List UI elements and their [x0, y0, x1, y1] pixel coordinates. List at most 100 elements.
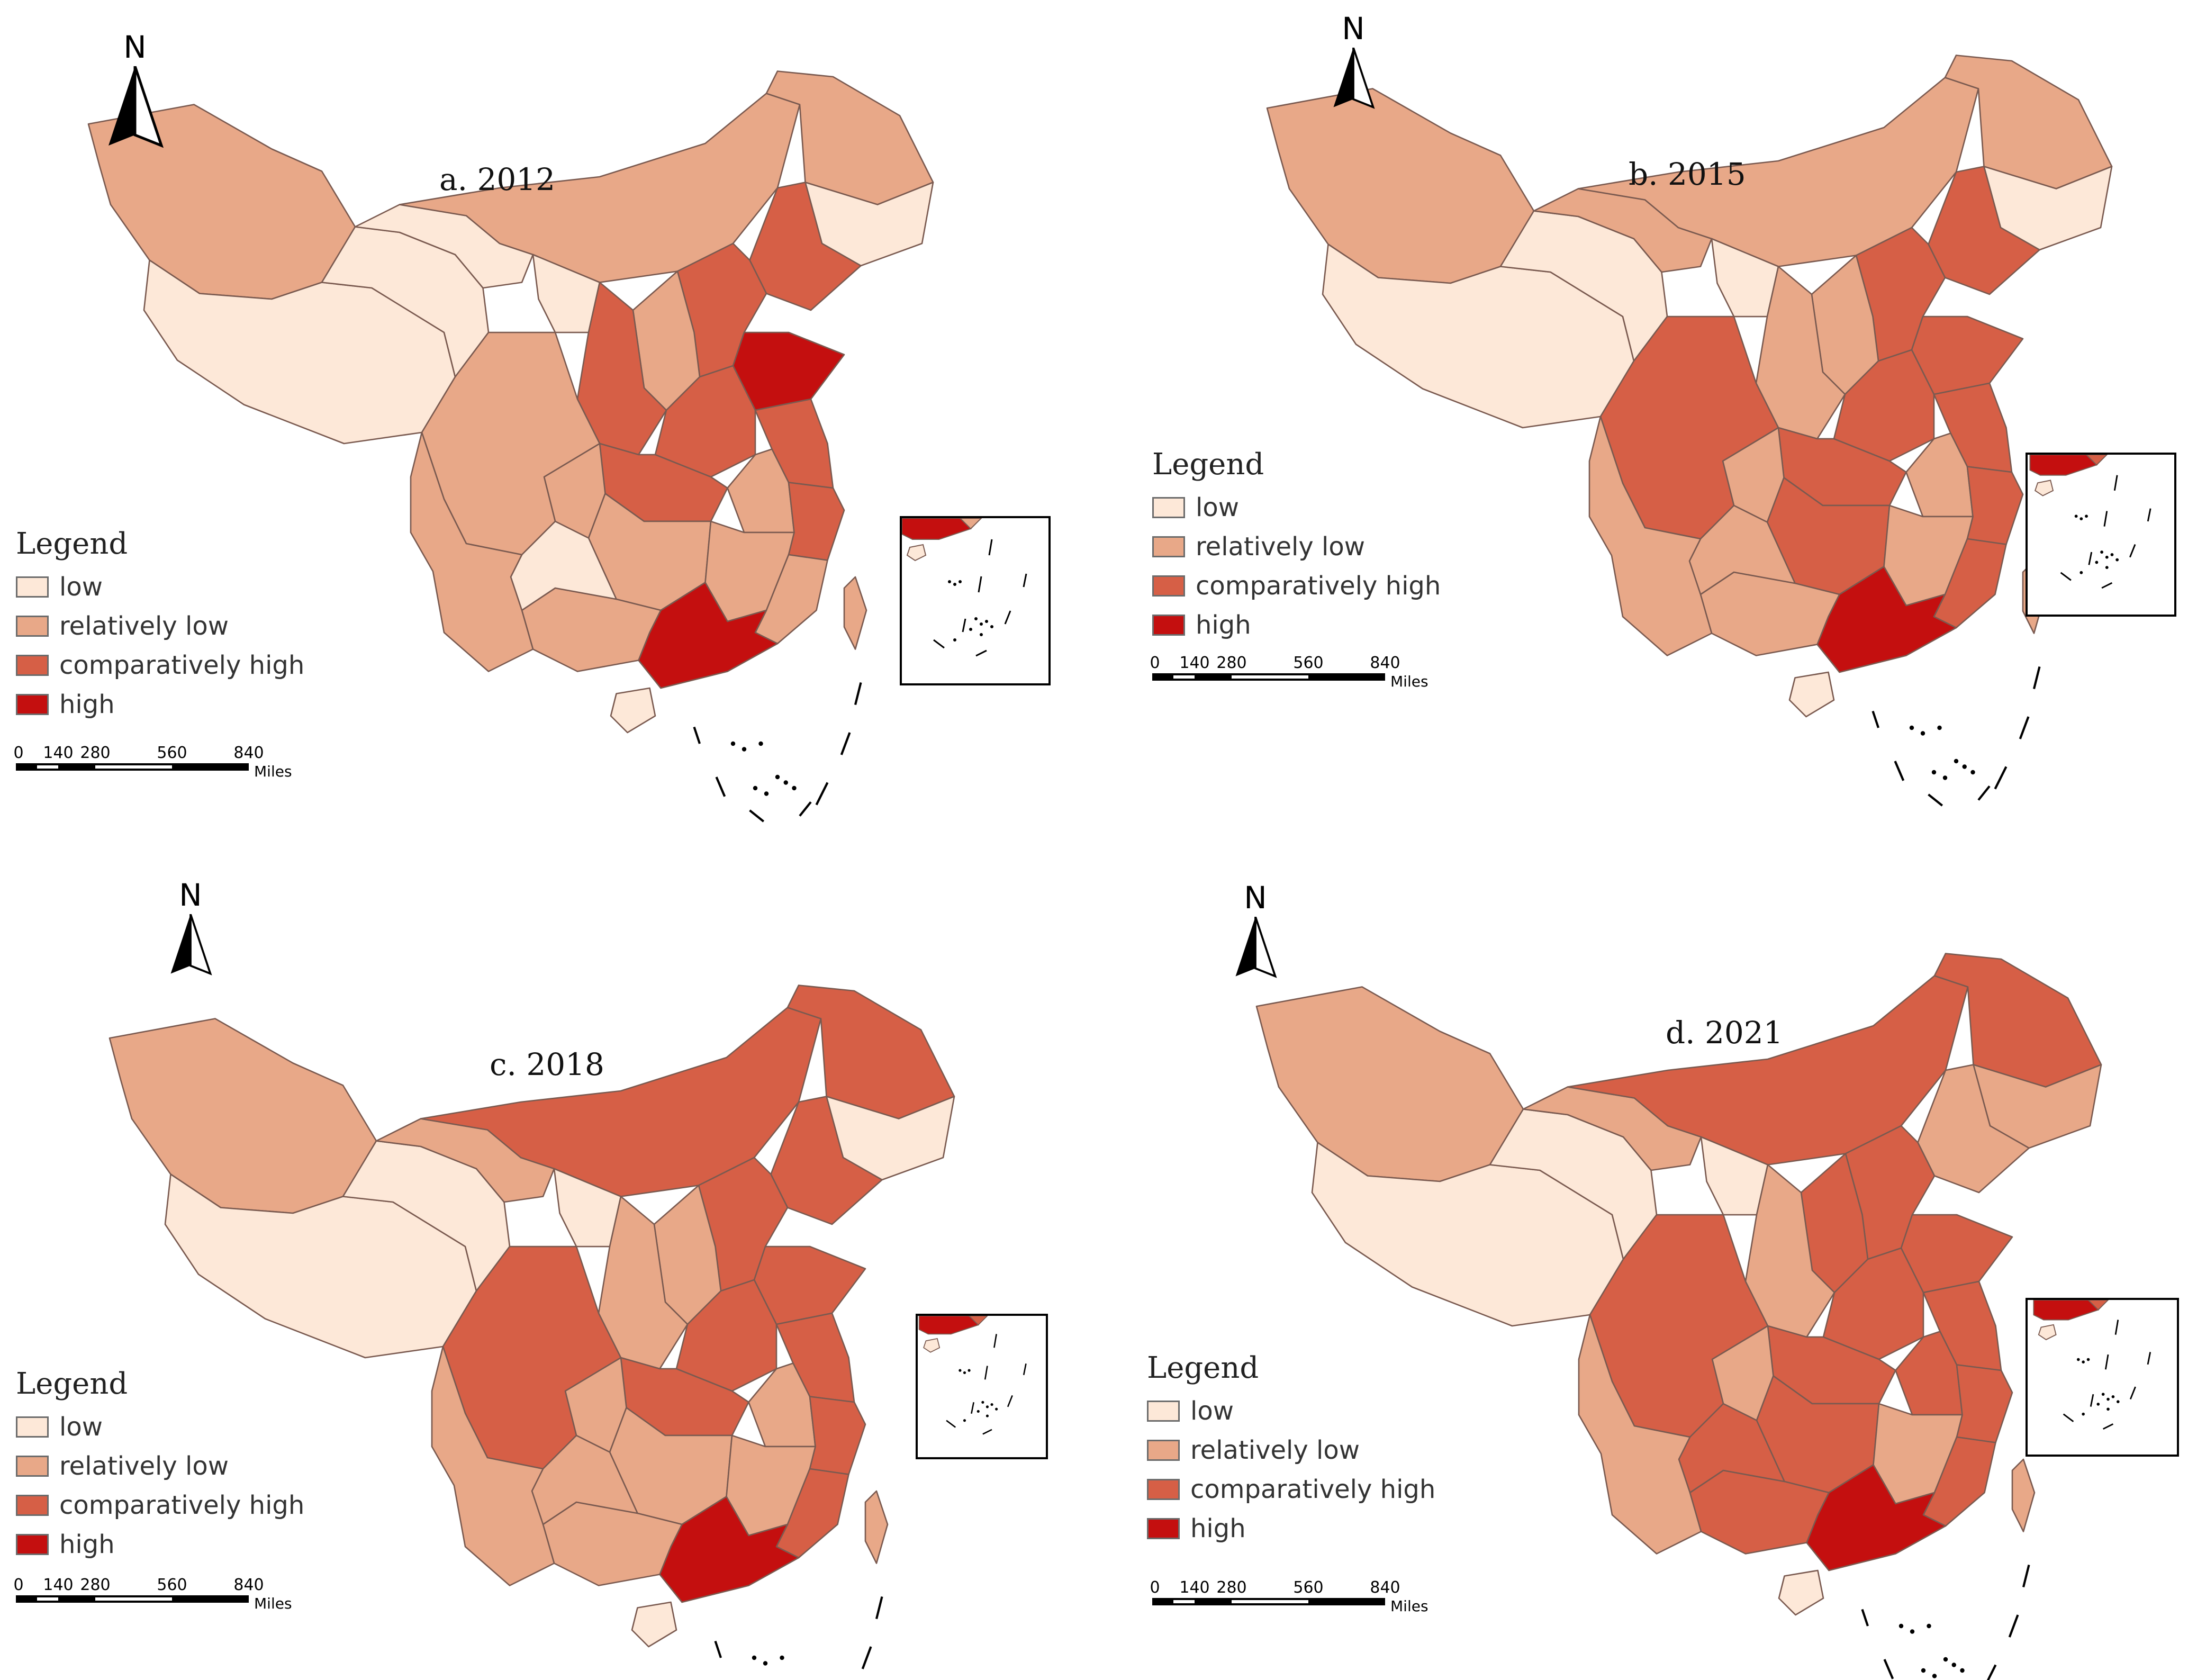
province-inner-mongolia — [1577, 77, 1979, 267]
legend-item-high: high — [16, 685, 304, 724]
scale-unit: Miles — [1390, 673, 1428, 690]
inset-island-dot — [2105, 566, 2109, 570]
north-arrow-icon — [1235, 917, 1277, 978]
inset-island-dot — [985, 620, 988, 623]
inset-island-dot — [2110, 553, 2114, 556]
island-dot — [1931, 770, 1937, 775]
inset-map — [902, 518, 1027, 657]
inset-boundary-dash — [2113, 475, 2118, 491]
boundary-dash — [2019, 716, 2030, 739]
province-taiwan — [864, 1490, 889, 1564]
island-dot — [775, 774, 780, 780]
panel-title: b. 2015 — [1629, 156, 1746, 192]
scale-bar: 0 140 280 560 840 Miles — [13, 744, 292, 786]
legend-swatch — [1152, 575, 1185, 597]
legend-item-comparatively-high: comparatively high — [1147, 1470, 1435, 1509]
island-dot — [1898, 1623, 1904, 1629]
inset-province-hainan — [906, 544, 927, 562]
boundary-dash — [1928, 793, 1943, 807]
north-arrow: N — [106, 29, 164, 151]
island-dot — [758, 741, 763, 746]
legend-item-low: low — [1147, 1392, 1435, 1431]
island-dot — [1942, 775, 1948, 780]
boundary-dash — [693, 726, 701, 744]
boundary-dash — [715, 776, 726, 797]
legend-swatch — [1152, 615, 1185, 636]
province-ningxia — [532, 254, 601, 333]
scale-unit: Miles — [1390, 1597, 1428, 1615]
legend: Legend low relatively low comparatively … — [1152, 447, 1441, 645]
legend-swatch — [1147, 1401, 1180, 1422]
province-ningxia — [1711, 238, 1779, 318]
boundary-dash — [1994, 766, 2008, 790]
legend-label: relatively low — [1190, 1435, 1360, 1465]
inset-island-dot — [995, 1407, 998, 1411]
province-taiwan — [843, 576, 867, 650]
province-layer — [1266, 55, 2113, 807]
island-dot — [1970, 770, 1975, 775]
scale-tick: 560 — [1293, 654, 1324, 672]
province-taiwan — [2011, 1458, 2036, 1532]
inset-island-dot — [981, 1401, 984, 1404]
inset-island-dot — [2115, 558, 2119, 562]
panel-title: a. 2012 — [439, 161, 556, 197]
inset-boundary-dash — [2104, 1354, 2109, 1370]
scale-tick: 140 — [1179, 654, 1210, 672]
legend-swatch — [16, 1416, 49, 1438]
legend-item-high: high — [16, 1525, 304, 1564]
inset-island-dot — [2086, 1358, 2090, 1361]
scale-bar-graphic — [1152, 1598, 1385, 1605]
legend-item-low: low — [16, 1407, 304, 1447]
island-dot — [753, 785, 758, 791]
legend-item-low: low — [16, 567, 304, 607]
island-dot — [1927, 1623, 1931, 1629]
boundary-dash — [714, 1640, 722, 1658]
scale-tick: 280 — [80, 744, 111, 762]
province-xinjiang — [1266, 88, 1535, 284]
inset-boundary-dash — [2147, 1352, 2151, 1365]
province-layer — [1255, 953, 2102, 1680]
inset-island-dot — [980, 622, 983, 626]
legend-title: Legend — [16, 527, 128, 561]
island-dot — [1960, 1668, 1965, 1673]
inset-boundary-dash — [2103, 1423, 2114, 1430]
north-arrow-icon — [109, 66, 164, 148]
scale-tick: 140 — [43, 744, 74, 762]
boundary-dash — [875, 1596, 883, 1620]
scale-tick: 280 — [1216, 654, 1247, 672]
inset-island-dot — [953, 583, 956, 586]
map-panel-2018: c. 2018 N Legend low relatively low comp… — [0, 840, 1094, 1680]
inset-island-dot — [2079, 517, 2083, 520]
scale-tick: 0 — [1150, 654, 1160, 672]
scale-tick: 0 — [13, 744, 24, 762]
scale-tick: 840 — [233, 1576, 264, 1594]
boundary-dash — [861, 1646, 872, 1669]
inset-island-dot — [968, 1369, 971, 1372]
map-panel-2015: b. 2015 N Legend low relatively low comp… — [1094, 0, 2188, 840]
inset-island-dot — [2111, 1395, 2115, 1398]
province-xinjiang — [1255, 986, 1524, 1182]
island-dot — [1921, 1668, 1926, 1673]
province-ningxia — [553, 1168, 622, 1248]
scale-tick: 140 — [1179, 1578, 1210, 1597]
province-zhejiang — [809, 1396, 866, 1475]
province-hainan — [1778, 1569, 1824, 1616]
island-dot — [1920, 731, 1925, 736]
scale-tick: 280 — [80, 1576, 111, 1594]
legend: Legend low relatively low comparatively … — [16, 1367, 304, 1564]
legend-item-high: high — [1152, 606, 1441, 645]
inset-boundary-dash — [971, 1402, 974, 1414]
inset-island-dot — [963, 1419, 966, 1422]
legend-label: relatively low — [59, 611, 229, 641]
inset-boundary-dash — [982, 1429, 992, 1435]
legend-label: high — [1190, 1514, 1246, 1543]
inset-island-dot — [980, 633, 983, 636]
inset-island-dot — [2106, 1407, 2110, 1411]
inset-boundary-dash — [1007, 1395, 1013, 1407]
scale-bar-graphic — [16, 1595, 249, 1603]
legend-label: high — [59, 690, 115, 719]
island-dot — [764, 791, 769, 796]
inset-boundary-dash — [1023, 573, 1027, 588]
boundary-dash — [1883, 1659, 1894, 1679]
legend-label: relatively low — [1196, 532, 1366, 562]
